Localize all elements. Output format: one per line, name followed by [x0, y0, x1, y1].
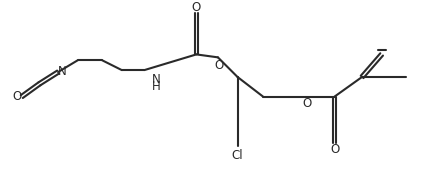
- Text: O: O: [214, 59, 224, 72]
- Text: O: O: [192, 1, 201, 14]
- Text: O: O: [12, 90, 21, 103]
- Text: H: H: [152, 80, 161, 93]
- Text: O: O: [302, 97, 312, 110]
- Text: N: N: [152, 73, 161, 86]
- Text: O: O: [330, 143, 339, 156]
- Text: N: N: [58, 65, 66, 78]
- Text: Cl: Cl: [232, 149, 243, 162]
